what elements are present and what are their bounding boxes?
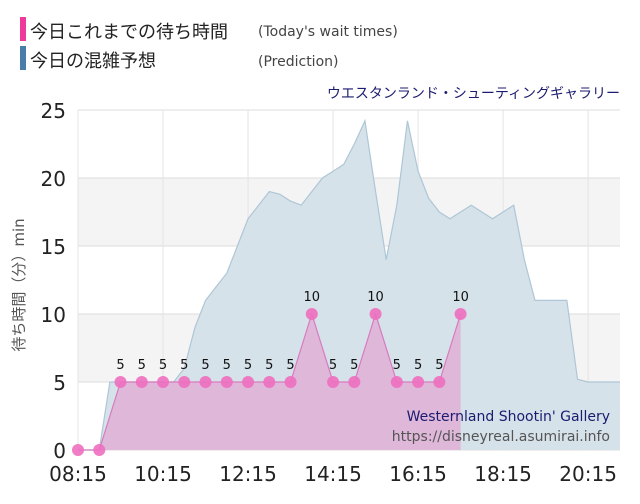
x-tick-label: 08:15 [49,462,107,486]
prediction-area [78,120,620,450]
data-label: 5 [116,358,124,373]
prediction-line [78,118,620,451]
x-tick-label: 12:15 [219,462,277,486]
y-tick-label: 5 [53,371,66,395]
today-point [199,376,212,388]
today-point [263,376,276,388]
attraction-name-ja: ウエスタンランド・シューティングギャラリー [327,86,620,102]
today-point [114,376,127,388]
series-prediction [78,118,620,451]
data-label: 10 [452,290,469,305]
y-axis: 0 5 10 15 20 25 [41,99,66,463]
legend-sublabel-today: (Today's wait times) [258,24,398,40]
today-point [93,444,106,456]
today-point [284,376,297,388]
legend-swatch-prediction [20,46,26,70]
data-label: 5 [244,358,252,373]
data-label: 5 [286,358,294,373]
watermark-url: https://disneyreal.asumirai.info [392,429,610,445]
today-point [157,376,170,388]
x-tick-label: 18:15 [474,462,532,486]
data-label: 10 [304,290,321,305]
x-tick-label: 20:15 [559,462,617,486]
data-label: 5 [414,358,422,373]
legend-label-today: 今日これまでの待ち時間 [30,22,228,43]
data-label: 5 [138,358,146,373]
today-point [454,308,467,320]
today-point [369,308,382,320]
y-tick-label: 25 [41,99,66,123]
series-today [72,308,467,456]
x-tick-label: 16:15 [389,462,447,486]
legend-label-prediction: 今日の混雑予想 [30,51,156,72]
legend-swatch-today [20,17,26,41]
y-axis-label: 待ち時間（分）min [10,218,28,351]
data-label: 5 [393,358,401,373]
x-axis: 08:15 10:15 12:15 14:15 16:15 18:15 20:15 [49,462,617,486]
today-point [220,376,233,388]
data-label: 5 [223,358,231,373]
today-point [305,308,318,320]
data-label: 5 [329,358,337,373]
legend-sublabel-prediction: (Prediction) [258,54,338,70]
today-point [433,376,446,388]
today-point [72,444,84,456]
legend: 今日これまでの待ち時間 (Today's wait times) 今日の混雑予想… [20,17,398,72]
data-label: 5 [435,358,443,373]
x-tick-label: 10:15 [134,462,192,486]
today-point [242,376,255,388]
data-label: 5 [350,358,358,373]
today-point [178,376,191,388]
today-point [348,376,361,388]
data-label: 5 [201,358,209,373]
data-label: 10 [367,290,384,305]
y-tick-label: 15 [41,235,66,259]
today-point [390,376,403,388]
x-tick-label: 14:15 [304,462,362,486]
today-point [135,376,148,388]
today-point [327,376,340,388]
data-label: 5 [159,358,167,373]
data-label: 5 [265,358,273,373]
watermark-name: Westernland Shootin' Gallery [407,409,610,425]
today-point [412,376,425,388]
data-label: 5 [180,358,188,373]
y-tick-label: 20 [41,167,66,191]
y-tick-label: 0 [53,439,66,463]
y-tick-label: 10 [41,303,66,327]
